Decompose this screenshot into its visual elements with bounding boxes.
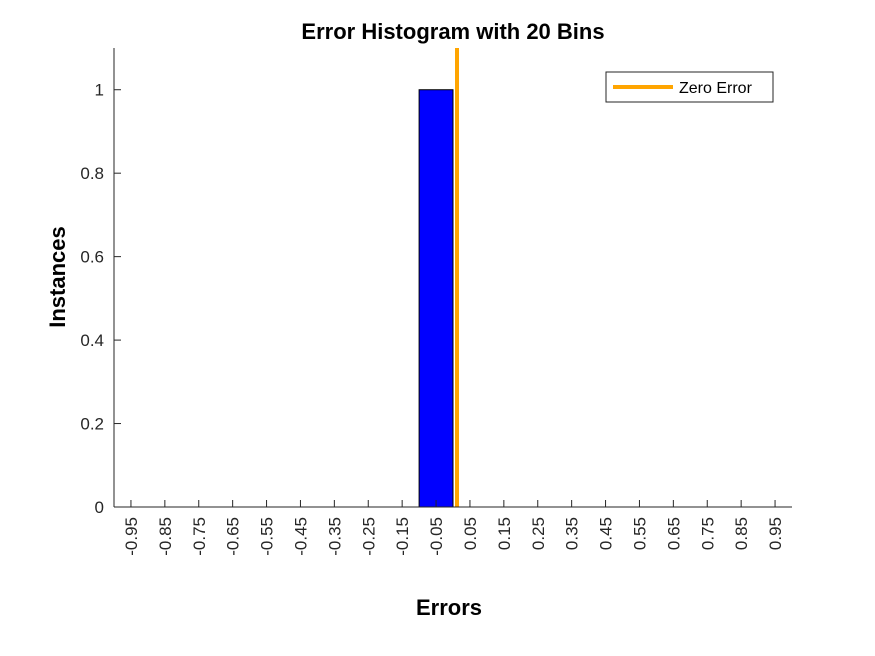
x-tick-label: 0.75: [698, 517, 717, 550]
x-tick-label: 0.95: [766, 517, 785, 550]
x-tick-label: 0.15: [495, 517, 514, 550]
y-tick-label: 0: [95, 498, 104, 517]
x-tick-label: -0.65: [224, 517, 243, 556]
x-tick-label: -0.95: [122, 517, 141, 556]
legend-label-zero-error: Zero Error: [679, 80, 753, 97]
x-tick-label: -0.45: [291, 517, 310, 556]
x-tick-label: 0.05: [461, 517, 480, 550]
y-axis-label: Instances: [45, 226, 70, 328]
x-tick-label: -0.85: [156, 517, 175, 556]
y-tick-label: 1: [95, 81, 104, 100]
y-tick-label: 0.2: [80, 415, 104, 434]
plot-area: [418, 48, 459, 508]
y-tick-label: 0.6: [80, 248, 104, 267]
y-axis-ticks: 0 0.2 0.4 0.6 0.8 1: [80, 81, 121, 517]
x-tick-label: 0.45: [597, 517, 616, 550]
x-tick-label: -0.05: [427, 517, 446, 556]
legend: Zero Error: [605, 71, 774, 103]
y-tick-label: 0.8: [80, 164, 104, 183]
chart-title: Error Histogram with 20 Bins: [301, 19, 604, 44]
y-tick-label: 0.4: [80, 331, 104, 350]
x-axis-label: Errors: [416, 595, 482, 620]
x-tick-label: 0.35: [563, 517, 582, 550]
x-axis-ticks: -0.95 -0.85 -0.75 -0.65 -0.55 -0.45 -0.35 -0.25…: [122, 500, 785, 556]
x-tick-label: 0.25: [529, 517, 548, 550]
x-tick-label: -0.25: [359, 517, 378, 556]
x-tick-label: 0.65: [664, 517, 683, 550]
histogram-bar--0.05: [418, 89, 454, 508]
x-tick-label: -0.55: [258, 517, 277, 556]
x-tick-label: -0.15: [393, 517, 412, 556]
x-tick-label: -0.75: [190, 517, 209, 556]
x-tick-label: 0.55: [630, 517, 649, 550]
x-tick-label: -0.35: [325, 517, 344, 556]
x-tick-label: 0.85: [732, 517, 751, 550]
